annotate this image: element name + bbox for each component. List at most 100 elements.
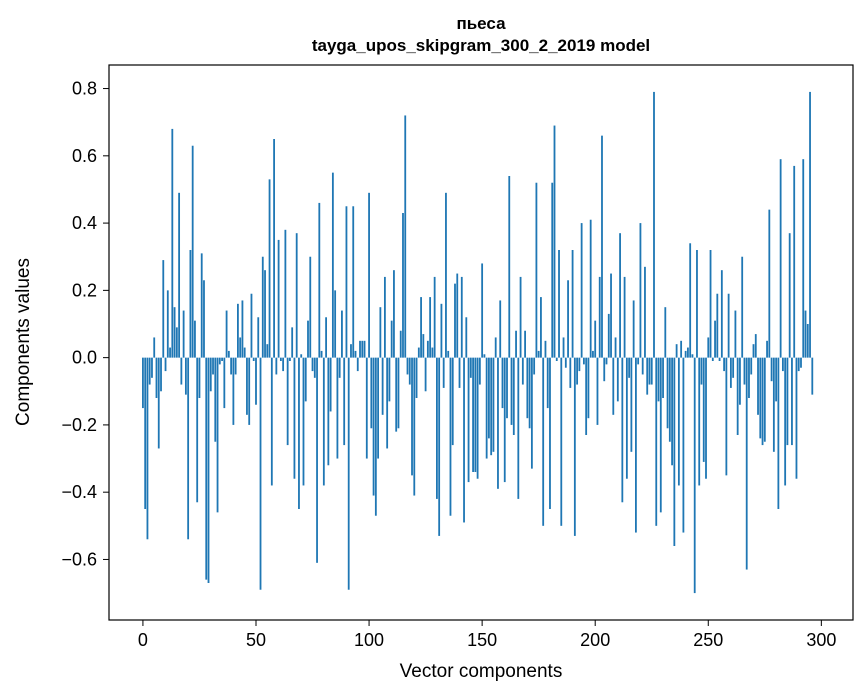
bar-227 xyxy=(655,357,658,526)
bar-248 xyxy=(702,357,705,462)
bar-138 xyxy=(454,283,456,358)
bar-241 xyxy=(687,347,689,358)
bar-151 xyxy=(483,354,486,358)
bar-294 xyxy=(806,324,809,358)
bar-100 xyxy=(368,192,370,358)
bar-164 xyxy=(512,357,515,435)
bar-29 xyxy=(207,357,210,583)
bar-32 xyxy=(214,357,217,442)
bar-2 xyxy=(146,357,149,540)
bar-22 xyxy=(191,145,194,358)
bar-207 xyxy=(610,273,612,358)
bar-0 xyxy=(142,357,144,409)
bar-19 xyxy=(184,357,187,395)
bar-76 xyxy=(313,357,316,378)
bar-243 xyxy=(691,354,694,358)
bar-110 xyxy=(390,320,393,358)
bar-250 xyxy=(707,337,710,358)
bar-175 xyxy=(537,350,540,358)
bar-211 xyxy=(619,233,621,358)
y-tick-label: 0.0 xyxy=(72,348,97,368)
bar-192 xyxy=(576,357,579,385)
bar-24 xyxy=(196,357,199,503)
bar-139 xyxy=(456,273,459,358)
bar-181 xyxy=(551,182,554,358)
bar-180 xyxy=(549,357,551,509)
y-tick-label: −0.4 xyxy=(61,482,97,502)
bar-124 xyxy=(422,334,425,358)
bar-41 xyxy=(234,357,237,375)
x-tick-label: 300 xyxy=(806,630,836,650)
bar-278 xyxy=(770,357,773,382)
bar-205 xyxy=(605,357,608,365)
bars-group xyxy=(142,91,814,594)
bar-217 xyxy=(632,300,635,358)
y-tick-label: 0.4 xyxy=(72,213,97,233)
bar-145 xyxy=(469,357,472,378)
bar-92 xyxy=(350,344,352,358)
y-tick-label: 0.8 xyxy=(72,79,97,99)
bar-60 xyxy=(277,239,280,358)
bar-261 xyxy=(732,357,735,378)
bar-225 xyxy=(650,357,653,385)
bar-6 xyxy=(155,357,158,398)
bar-15 xyxy=(175,327,178,358)
bar-137 xyxy=(451,357,454,446)
bar-56 xyxy=(268,179,271,358)
bar-191 xyxy=(573,357,576,536)
bar-270 xyxy=(752,344,755,358)
bar-65 xyxy=(289,357,291,361)
bar-135 xyxy=(447,350,450,358)
bar-156 xyxy=(494,337,497,358)
bar-204 xyxy=(603,357,606,382)
bar-96 xyxy=(359,340,361,358)
bar-275 xyxy=(763,357,766,442)
bar-34 xyxy=(218,357,221,365)
y-axis-ticks: −0.6 −0.4 −0.2 0.0 0.2 0.4 0.6 0.8 xyxy=(61,79,109,569)
bar-14 xyxy=(173,307,176,358)
bar-276 xyxy=(766,340,768,358)
bar-257 xyxy=(723,357,726,372)
bar-9 xyxy=(162,260,165,358)
title-group: пьеса tayga_upos_skipgram_300_2_2019 mod… xyxy=(312,14,650,55)
bar-220 xyxy=(639,223,642,358)
bar-35 xyxy=(221,357,223,361)
bar-26 xyxy=(200,253,203,358)
bar-267 xyxy=(745,357,748,570)
y-tick-label: −0.2 xyxy=(61,415,97,435)
bar-20 xyxy=(187,357,190,540)
bar-116 xyxy=(404,115,407,358)
bar-229 xyxy=(659,357,662,513)
x-tick-label: 0 xyxy=(138,630,148,650)
bar-215 xyxy=(628,357,631,378)
bar-235 xyxy=(673,357,676,546)
x-tick-label: 150 xyxy=(467,630,497,650)
bar-142 xyxy=(463,357,465,523)
y-axis-label: Components values xyxy=(13,258,34,426)
bar-77 xyxy=(316,357,318,563)
bar-152 xyxy=(485,357,488,459)
bar-1 xyxy=(144,357,147,509)
bar-189 xyxy=(569,357,572,388)
bar-72 xyxy=(304,357,307,402)
bar-134 xyxy=(445,192,447,358)
bar-262 xyxy=(734,310,737,358)
bar-80 xyxy=(322,357,325,486)
bar-97 xyxy=(361,340,364,358)
bar-214 xyxy=(625,357,628,479)
bar-75 xyxy=(311,357,314,372)
bar-93 xyxy=(352,206,355,358)
bar-224 xyxy=(648,357,651,385)
bar-81 xyxy=(325,317,327,358)
x-tick-label: 250 xyxy=(693,630,723,650)
y-tick-label: −0.6 xyxy=(61,549,97,569)
bar-104 xyxy=(377,357,380,459)
bar-179 xyxy=(546,357,549,409)
bar-288 xyxy=(793,165,796,358)
bar-7 xyxy=(157,357,160,449)
bar-162 xyxy=(508,176,511,358)
bar-289 xyxy=(795,357,798,479)
bar-30 xyxy=(209,357,212,392)
bar-264 xyxy=(739,357,741,405)
